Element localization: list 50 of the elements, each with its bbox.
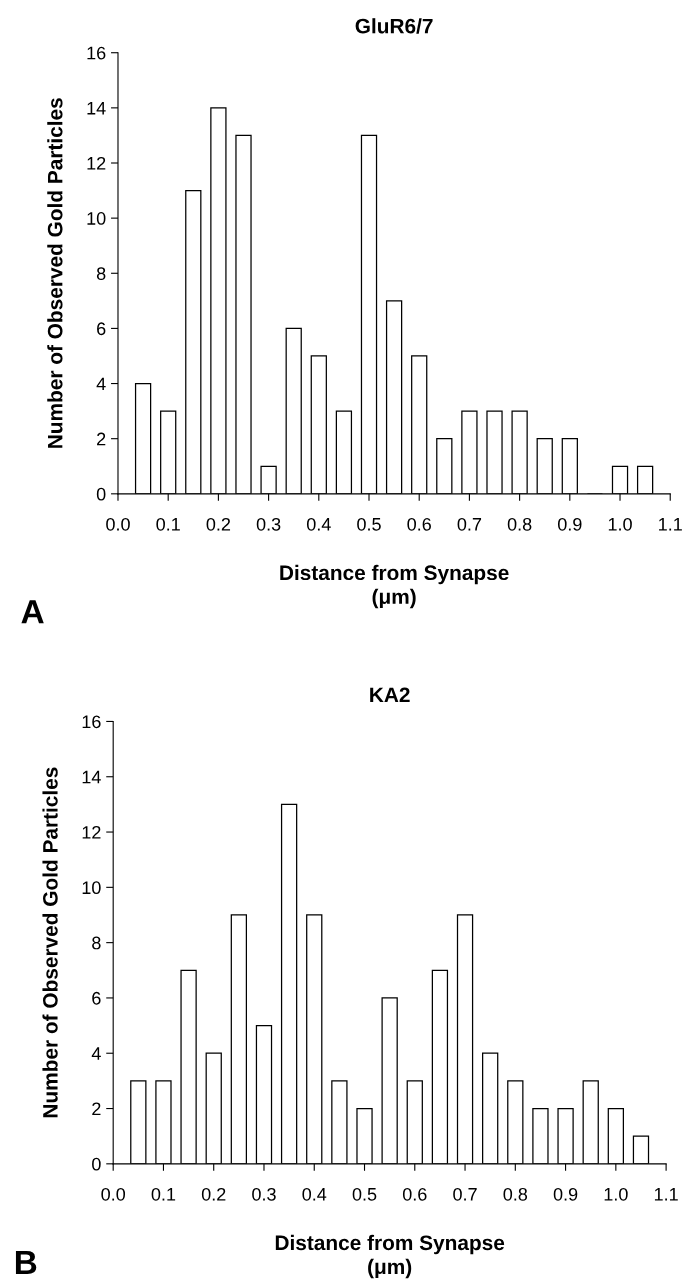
x-tick-label: 1.1: [659, 518, 682, 531]
y-tick-label: 16: [82, 715, 101, 729]
y-tick-label: 0: [92, 1157, 101, 1171]
x-tick-label: 0.0: [101, 1187, 126, 1201]
y-tick-label: 12: [82, 825, 101, 839]
y-axis-title: Number of Observed Gold Particles: [42, 767, 58, 1118]
y-tick-label: 6: [97, 322, 106, 336]
text: B: [15, 1251, 37, 1274]
y-tick-label: 14: [82, 770, 101, 784]
x-axis-title: Distance from Synapse (μm): [275, 1234, 505, 1279]
x-tick-label: 0.1: [151, 1187, 176, 1201]
x-tick-label: 0.8: [503, 1187, 528, 1201]
y-tick-label: 14: [87, 101, 106, 115]
y-tick-label: 8: [96, 267, 106, 280]
y-tick-label: 2: [97, 432, 106, 446]
y-tick-label: 4: [91, 1047, 101, 1060]
y-tick-label: 16: [87, 46, 106, 60]
x-tick-label: 0.3: [252, 1187, 276, 1201]
x-tick-label: 0.9: [557, 517, 582, 531]
y-tick-label: 4: [96, 377, 106, 391]
y-tick-label: 8: [92, 936, 101, 950]
text: A: [21, 600, 44, 624]
x-tick-label: 1.1: [654, 1188, 678, 1201]
x-tick-label: 0.3: [256, 517, 281, 531]
y-tick-label: 6: [92, 991, 101, 1005]
x-tick-label: 0.6: [407, 517, 431, 531]
y-tick-label: 10: [82, 881, 101, 895]
y-axis-title: Number of Observed Gold Particles: [47, 98, 63, 448]
y-tick-label: 10: [87, 212, 106, 225]
x-tick-label: 0.9: [553, 1187, 578, 1201]
x-tick-label: 1.0: [608, 517, 632, 531]
x-tick-label: 0.0: [106, 517, 130, 531]
x-tick-label: 0.2: [201, 1187, 226, 1201]
y-tick-label: 0: [96, 487, 106, 501]
x-tick-label: 0.8: [507, 517, 532, 531]
x-tick-label: 0.1: [156, 517, 180, 531]
x-tick-label: 0.4: [306, 517, 331, 531]
chart-title: GluR6/7: [355, 18, 433, 34]
x-tick-label: 0.7: [453, 1187, 477, 1201]
y-tick-label: 2: [92, 1102, 101, 1116]
x-tick-label: 0.2: [206, 517, 231, 531]
x-axis-title: Distance from Synapse (μm): [280, 564, 509, 609]
x-tick-label: 0.4: [302, 1187, 327, 1201]
chart-title: KA2: [370, 687, 410, 702]
x-tick-label: 0.7: [457, 517, 482, 531]
x-tick-label: 1.0: [604, 1187, 628, 1201]
x-tick-label: 0.5: [357, 517, 381, 531]
x-tick-label: 0.6: [402, 1187, 427, 1201]
y-tick-label: 12: [87, 156, 106, 170]
x-tick-label: 0.5: [352, 1187, 377, 1201]
